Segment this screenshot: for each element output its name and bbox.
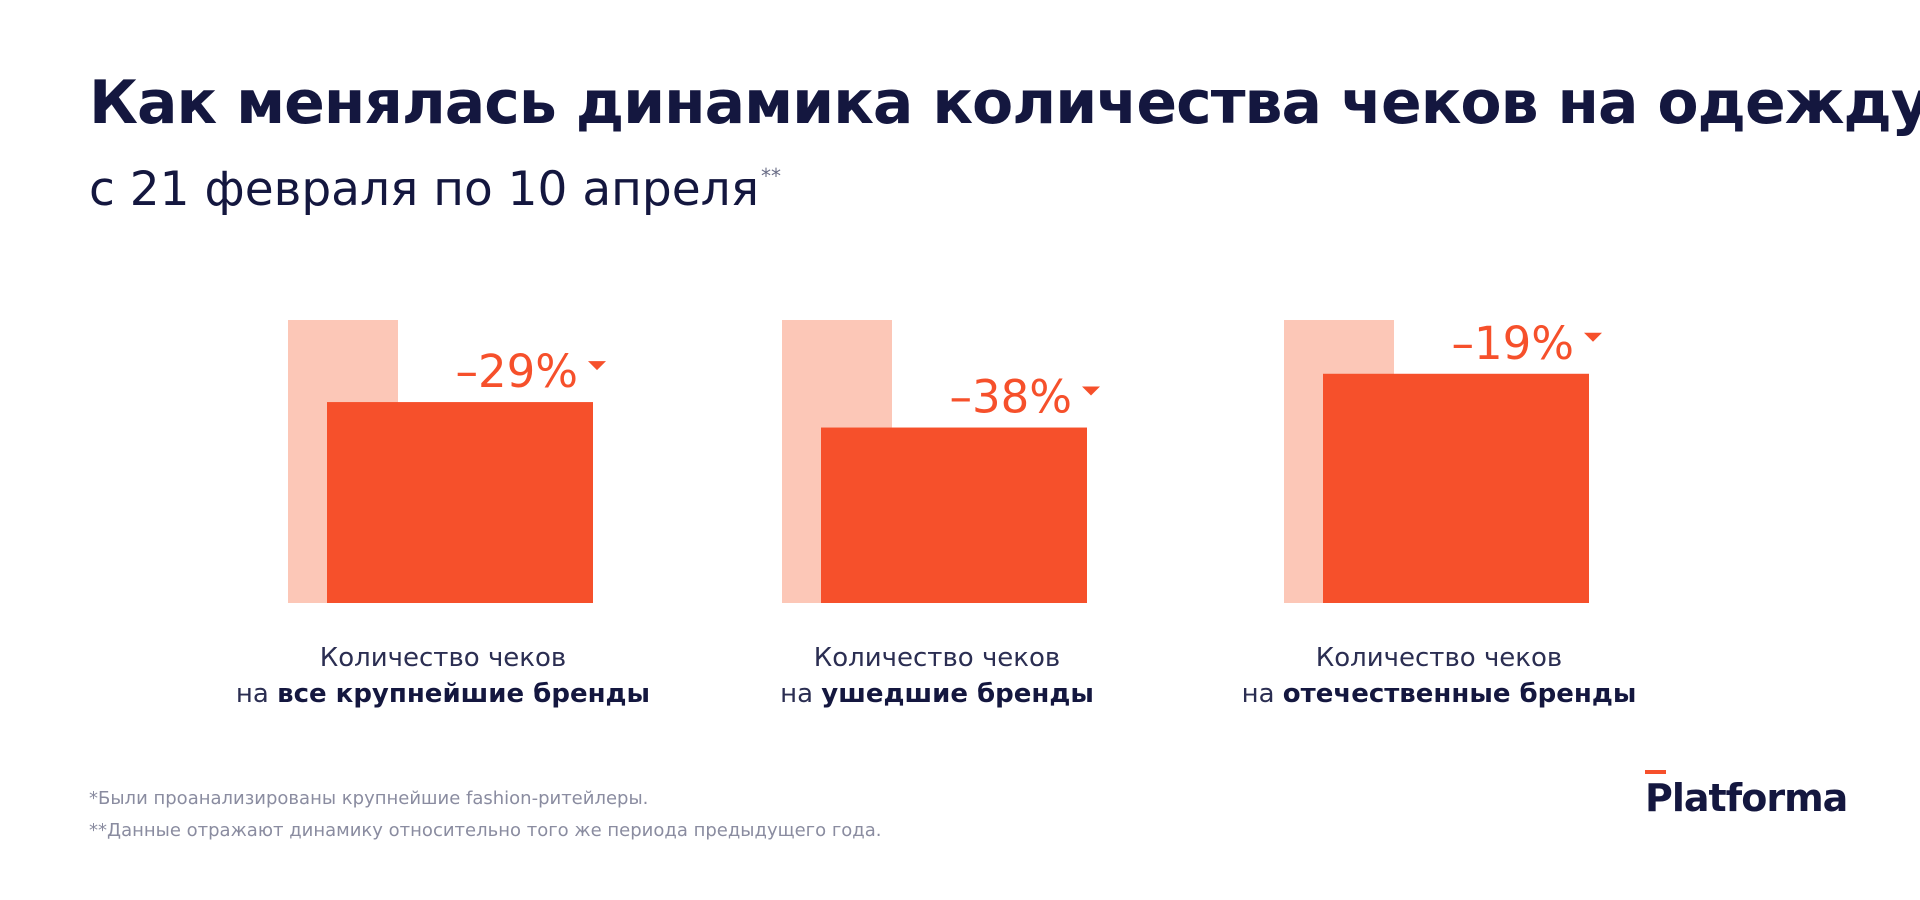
down-triangle-icon (1584, 332, 1602, 342)
change-label-domestic-brands: –19% (1451, 317, 1574, 370)
change-label-all-brands: –29% (455, 345, 578, 398)
down-triangle-icon (588, 361, 606, 371)
caption-line1: Количество чеков (813, 643, 1061, 673)
chart-group-all-brands: –29% (288, 300, 608, 605)
page-subtitle: с 21 февраля по 10 апреля ** (89, 162, 781, 217)
chart-group-domestic-brands: –19% (1284, 300, 1604, 605)
chart-group-departed-brands: –38% (782, 300, 1102, 605)
category-caption-all-brands: Количество чеков на все крупнейшие бренд… (183, 640, 703, 712)
bar-current-departed-brands (821, 427, 1087, 603)
bar-current-all-brands (327, 402, 593, 603)
caption-line1: Количество чеков (319, 643, 567, 673)
caption-line1: Количество чеков (1315, 643, 1563, 673)
page-title: Как менялась динамика количества чеков н… (89, 68, 1920, 138)
footnotes: *Были проанализированы крупнейшие fashio… (89, 783, 882, 847)
bar-current-domestic-brands (1323, 373, 1589, 603)
caption-line2: на ушедшие бренды (780, 679, 1094, 709)
category-caption-domestic-brands: Количество чеков на отечественные бренды (1179, 640, 1699, 712)
caption-line2: на отечественные бренды (1241, 679, 1637, 709)
subtitle-footnote-mark: ** (760, 164, 781, 188)
logo-accent-dash (1645, 770, 1666, 774)
chart-svg-domestic-brands: –19% (1284, 317, 1602, 603)
caption-line2: на все крупнейшие бренды (235, 679, 651, 709)
footnote-1: *Были проанализированы крупнейшие fashio… (89, 788, 649, 809)
platforma-logo: Platforma (1645, 770, 1848, 830)
down-triangle-icon (1082, 386, 1100, 396)
footnote-2: **Данные отражают динамику относительно … (89, 820, 882, 841)
logo-text: Platforma (1645, 776, 1848, 820)
change-label-departed-brands: –38% (949, 371, 1072, 424)
chart-svg-all-brands: –29% (288, 320, 606, 603)
category-caption-departed-brands: Количество чеков на ушедшие бренды (677, 640, 1197, 712)
chart-svg-departed-brands: –38% (782, 320, 1100, 603)
